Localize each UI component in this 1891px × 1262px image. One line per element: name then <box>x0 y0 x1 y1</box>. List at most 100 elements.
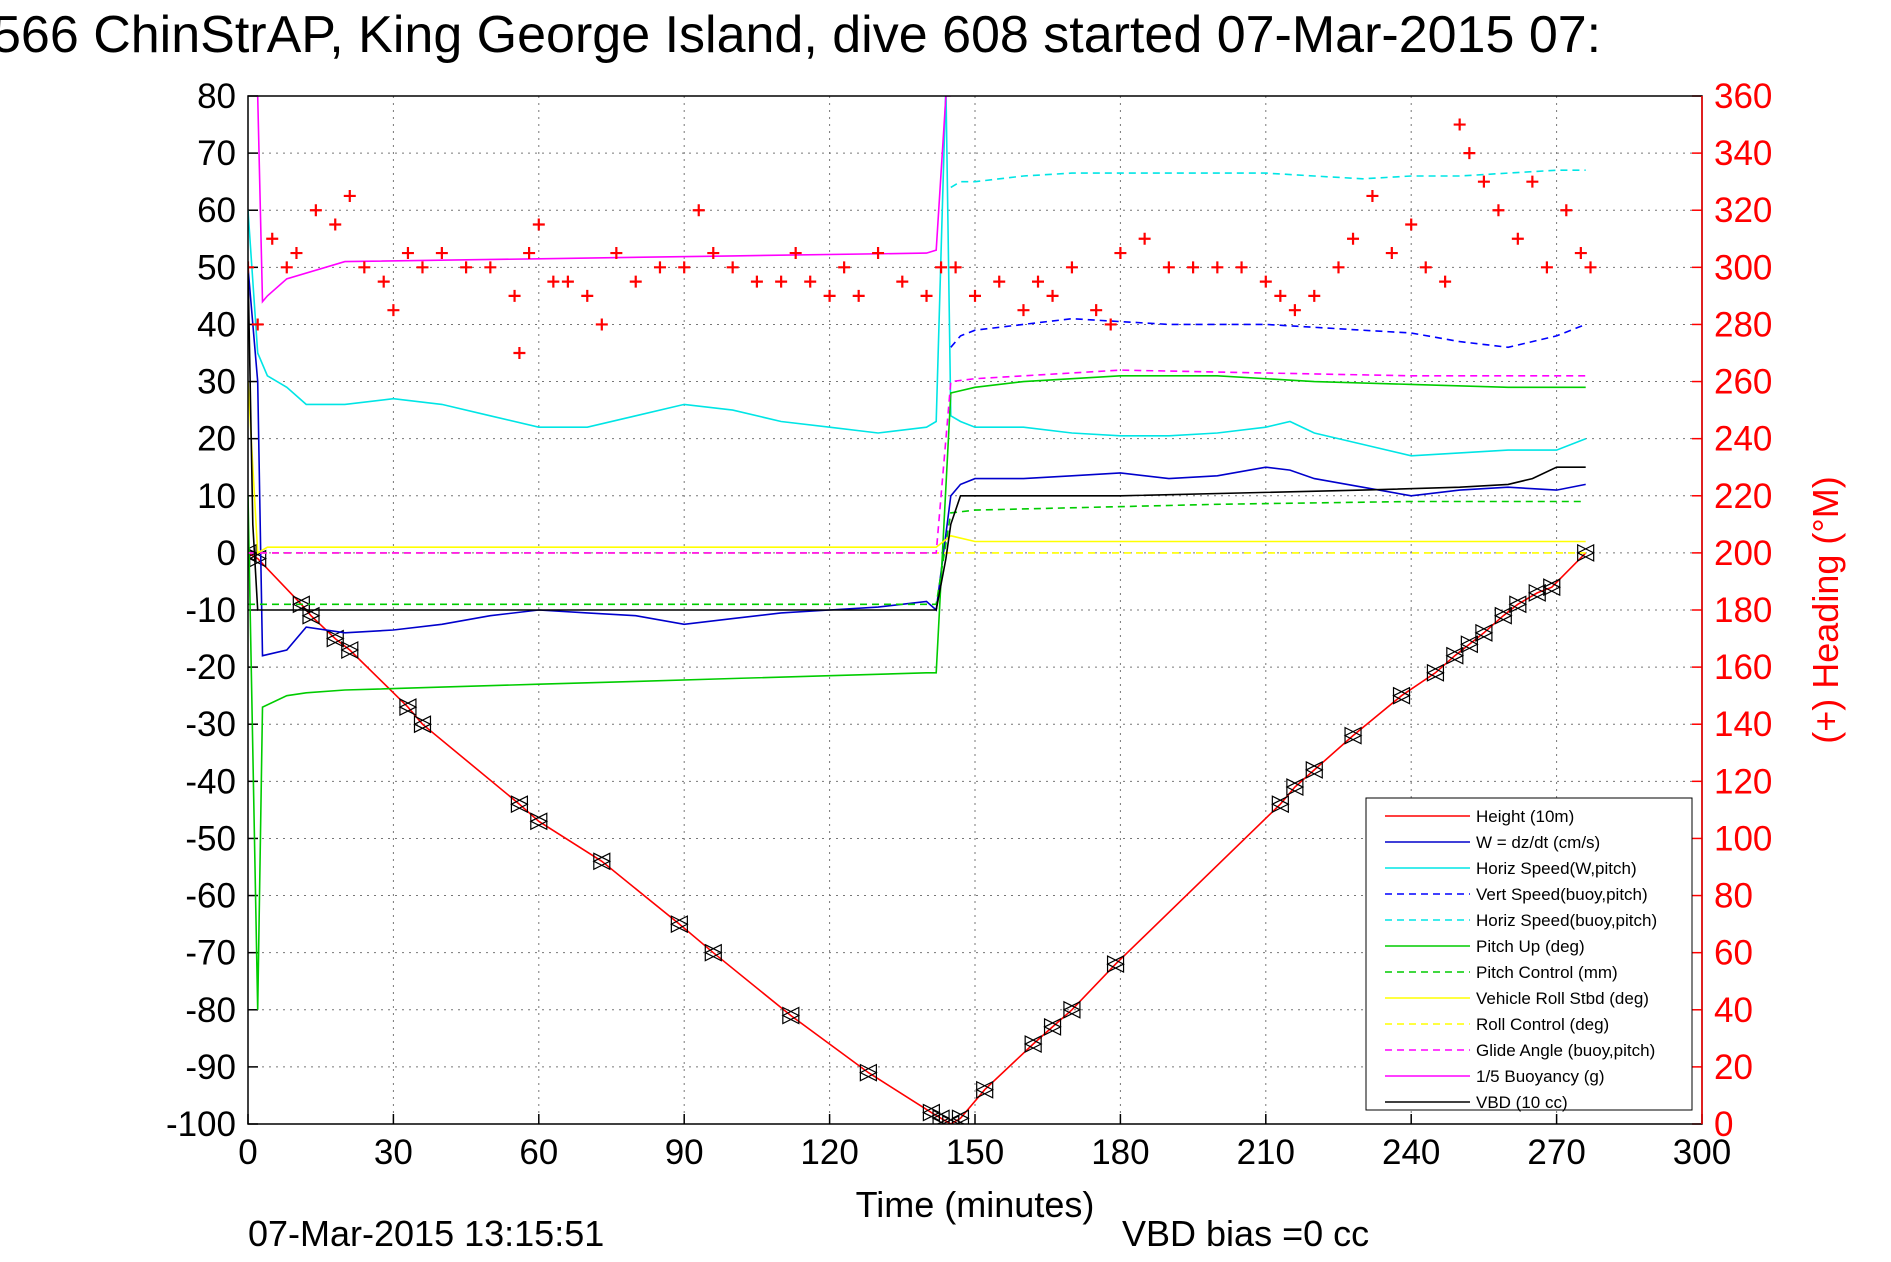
heading-marker <box>595 318 608 331</box>
heading-marker <box>1065 261 1078 274</box>
x-tick-label: 120 <box>800 1133 858 1172</box>
y2-tick-label: 280 <box>1714 305 1772 344</box>
heading-marker <box>290 247 303 260</box>
heading-marker <box>1453 118 1466 131</box>
y-tick-label: 20 <box>197 420 236 459</box>
height-marker <box>670 915 689 934</box>
heading-marker <box>1439 275 1452 288</box>
legend-label-horiz-speed-w-pitch: Horiz Speed(W,pitch) <box>1476 859 1637 878</box>
y2-tick-label: 100 <box>1714 819 1772 858</box>
height-marker <box>1542 578 1562 597</box>
heading-marker <box>387 304 400 317</box>
y2-tick-label: 240 <box>1714 420 1772 459</box>
height-marker <box>413 715 432 734</box>
heading-marker <box>1138 232 1151 245</box>
height-marker <box>781 1006 801 1025</box>
heading-marker <box>1463 147 1476 160</box>
legend-label-w-dz-dt-cm-s: W = dz/dt (cm/s) <box>1476 833 1600 852</box>
legend-label-height-10m: Height (10m) <box>1476 807 1574 826</box>
heading-marker <box>309 204 322 217</box>
y2-tick-label: 220 <box>1714 477 1772 516</box>
y-tick-label: -60 <box>185 877 236 916</box>
heading-marker <box>1114 247 1127 260</box>
x-tick-label: 270 <box>1527 1133 1585 1172</box>
heading-marker <box>523 247 536 260</box>
footer-date: 07-Mar-2015 13:15:51 <box>248 1213 604 1254</box>
heading-marker <box>1574 247 1587 260</box>
y2-tick-label: 120 <box>1714 762 1772 801</box>
y-tick-label: -90 <box>185 1048 236 1087</box>
heading-marker <box>329 218 342 231</box>
height-marker <box>1493 606 1513 625</box>
heading-marker <box>401 247 414 260</box>
heading-marker <box>838 261 851 274</box>
y-tick-label: 70 <box>197 134 236 173</box>
heading-marker <box>1032 275 1045 288</box>
height-marker <box>1527 583 1547 602</box>
height-marker <box>1304 760 1324 779</box>
series-line-horiz-speed-w-pitch <box>248 96 1586 457</box>
series-line-w-dz-dt-cm-s <box>248 267 1586 657</box>
y-tick-label: -10 <box>185 591 236 630</box>
y2-tick-label: 340 <box>1714 134 1772 173</box>
heading-marker <box>1235 261 1248 274</box>
heading-marker <box>1259 275 1272 288</box>
legend-box <box>1365 797 1693 1111</box>
height-marker <box>1474 623 1494 642</box>
heading-marker <box>248 261 254 274</box>
height-marker <box>398 698 418 717</box>
legend-label-pitch-up-deg: Pitch Up (deg) <box>1476 937 1585 956</box>
heading-marker <box>377 275 390 288</box>
plot-area <box>248 96 1597 1124</box>
heading-marker <box>1332 261 1345 274</box>
height-marker <box>1285 778 1305 797</box>
heading-marker <box>561 275 574 288</box>
heading-marker <box>1560 204 1573 217</box>
heading-marker <box>610 247 623 260</box>
y2-axis-label: (+) Heading (°M) <box>1805 476 1846 743</box>
series-line-vehicle-roll-stbd-deg <box>248 381 1586 555</box>
heading-marker <box>750 275 763 288</box>
y-axis-left: 80 70 60 50 40 30 20 10 0 -10 -20 -30 -40 -50 -60 -70 -8… <box>166 77 236 1144</box>
height-marker <box>975 1080 995 1099</box>
heading-marker <box>1211 261 1224 274</box>
series-line-vert-speed-buoy-pitch <box>950 317 1586 349</box>
heading-marker <box>775 275 788 288</box>
y-axis-right: 3603403203002802602402202001801601401201… <box>1714 77 1772 1144</box>
heading-marker <box>513 347 526 359</box>
x-tick-label: 150 <box>946 1133 1004 1172</box>
heading-marker <box>789 247 802 260</box>
heading-marker <box>1477 175 1490 188</box>
heading-marker <box>804 275 817 288</box>
y-tick-label: 0 <box>217 534 236 573</box>
heading-marker <box>872 247 885 260</box>
y-tick-label: 10 <box>197 477 236 516</box>
legend-label-vbd-10-cc: VBD (10 cc) <box>1476 1093 1568 1112</box>
legend-label-roll-control-deg: Roll Control (deg) <box>1476 1015 1609 1034</box>
x-tick-label: 210 <box>1237 1133 1295 1172</box>
series-line-vbd-10-cc <box>248 267 1586 611</box>
heading-marker <box>266 232 279 245</box>
heading-marker <box>1385 247 1398 260</box>
x-tick-label: 180 <box>1091 1133 1149 1172</box>
height-marker <box>703 943 723 962</box>
series-line-pitch-up-deg <box>248 374 1586 1010</box>
heading-marker <box>707 247 720 260</box>
heading-marker <box>653 261 666 274</box>
heading-marker <box>1187 261 1200 274</box>
heading-marker <box>1104 318 1117 331</box>
y-tick-label: 30 <box>197 363 236 402</box>
heading-marker <box>969 289 981 302</box>
height-marker <box>1043 1017 1062 1036</box>
heading-marker <box>1492 204 1505 217</box>
y-tick-label: -70 <box>185 934 236 973</box>
heading-marker <box>435 247 448 260</box>
heading-marker <box>726 261 739 274</box>
heading-marker <box>1046 289 1059 302</box>
y-tick-label: -50 <box>185 819 236 858</box>
x-axis: 0 30 60 90 120 150 180 210 240 270 300 <box>238 1133 1731 1172</box>
y-tick-label: -20 <box>185 648 236 687</box>
height-marker <box>951 1109 970 1124</box>
height-marker <box>592 852 612 871</box>
y-tick-label: 40 <box>197 305 236 344</box>
